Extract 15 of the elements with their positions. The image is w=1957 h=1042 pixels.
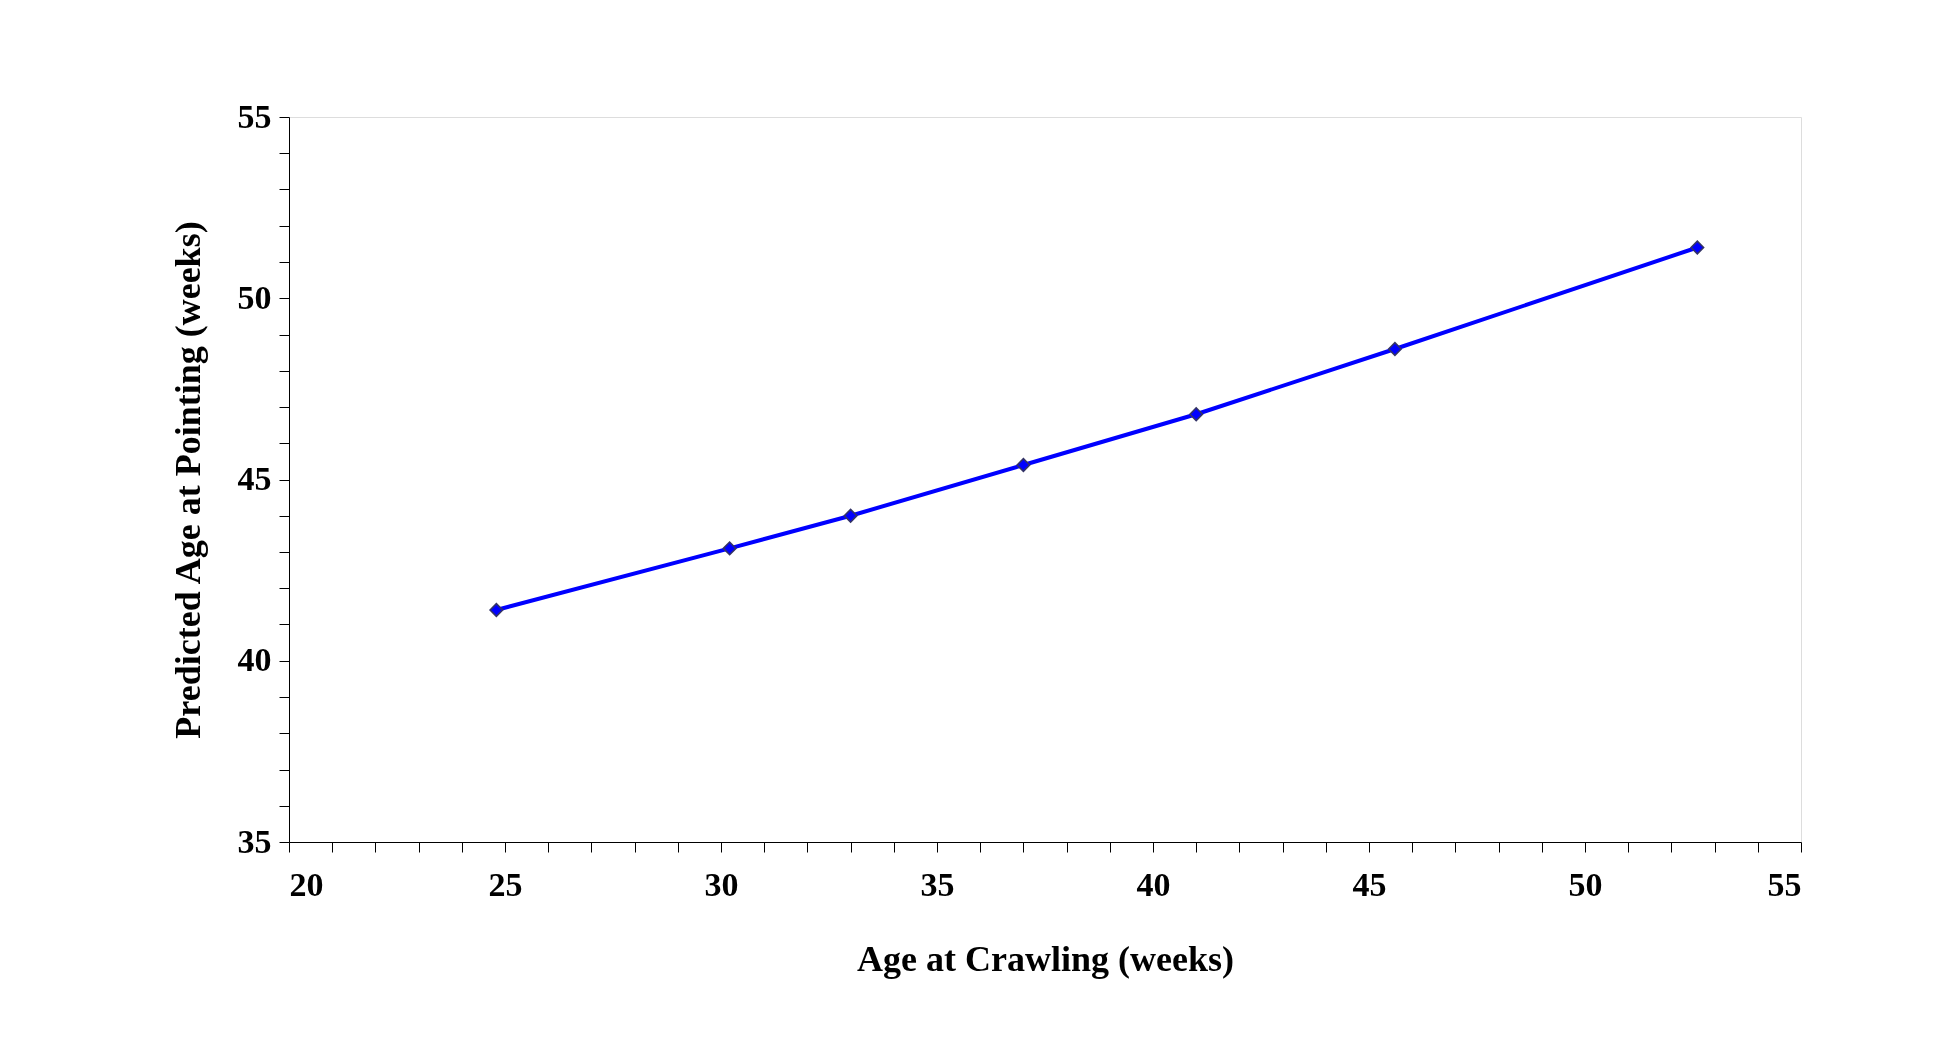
x-axis-title: Age at Crawling (weeks) <box>857 938 1234 979</box>
y-tick-label: 40 <box>237 641 272 679</box>
x-tick-label: 55 <box>1767 865 1802 903</box>
x-tick-label: 45 <box>1352 865 1387 903</box>
x-tick-label: 35 <box>920 865 955 903</box>
x-tick-label: 20 <box>289 865 324 903</box>
y-tick-label: 45 <box>237 460 272 497</box>
x-tick-label: 30 <box>704 865 739 903</box>
y-tick-label: 35 <box>237 822 272 860</box>
x-tick-label: 40 <box>1136 865 1171 903</box>
x-tick-label: 50 <box>1568 865 1603 903</box>
y-axis-title: Predicted Age at Pointing (weeks) <box>167 221 208 739</box>
y-tick-label: 50 <box>237 278 272 316</box>
x-tick-label: 25 <box>488 865 523 903</box>
y-tick-label: 55 <box>237 97 272 135</box>
